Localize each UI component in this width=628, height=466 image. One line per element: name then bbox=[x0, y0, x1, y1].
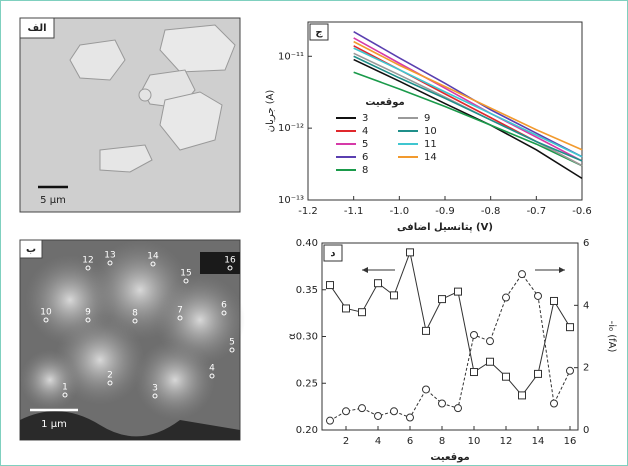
marker bbox=[327, 417, 334, 424]
legend-label: 6 bbox=[362, 152, 368, 163]
legend-label: 4 bbox=[362, 126, 368, 137]
panel-label: د bbox=[330, 248, 335, 259]
marker bbox=[343, 305, 350, 312]
marker bbox=[535, 292, 542, 299]
point-label: 1 bbox=[62, 383, 68, 393]
figure: الف 5 µm ب 1 µm 123456789101213141516 -1… bbox=[0, 0, 628, 466]
x-tick-label: 2 bbox=[343, 436, 349, 447]
y2-tick-label: 4 bbox=[583, 300, 589, 311]
point-label: 7 bbox=[177, 306, 183, 316]
x-tick-label: 16 bbox=[564, 436, 577, 447]
point-label: 15 bbox=[180, 269, 191, 279]
legend-label: 14 bbox=[424, 152, 437, 163]
x-tick-label: -0.7 bbox=[527, 206, 547, 217]
y-axis-label: جریان (A) bbox=[265, 90, 276, 133]
marker bbox=[375, 412, 382, 419]
point-label: 6 bbox=[221, 301, 227, 311]
point-label: 2 bbox=[107, 371, 113, 381]
x-tick-label: 8 bbox=[439, 436, 445, 447]
y2-tick-label: 0 bbox=[583, 425, 589, 436]
scale-label: 5 µm bbox=[40, 195, 66, 206]
marker bbox=[439, 296, 446, 303]
y-tick-label: 0.40 bbox=[296, 238, 318, 249]
legend-label: 11 bbox=[424, 139, 437, 150]
x-tick-label: 6 bbox=[407, 436, 413, 447]
marker bbox=[519, 271, 526, 278]
marker bbox=[375, 280, 382, 287]
y2-axis-label: -i₀ (fA) bbox=[606, 321, 617, 353]
y2-tick-label: 6 bbox=[583, 238, 589, 249]
marker bbox=[567, 324, 574, 331]
legend-label: 10 bbox=[424, 126, 437, 137]
marker bbox=[551, 297, 558, 304]
marker bbox=[535, 370, 542, 377]
y-tick-label: 0.25 bbox=[296, 378, 318, 389]
legend-title: موقعیت bbox=[365, 97, 404, 108]
y-tick-label: 0.30 bbox=[296, 332, 318, 343]
x-tick-label: -1.0 bbox=[390, 206, 410, 217]
marker bbox=[327, 282, 334, 289]
y-tick-label: 0.20 bbox=[296, 425, 318, 436]
point-label: 13 bbox=[104, 251, 115, 261]
legend-label: 9 bbox=[424, 113, 430, 124]
x-tick-label: -1.1 bbox=[344, 206, 364, 217]
panel-label: الف bbox=[27, 23, 46, 34]
y-tick-label: 10⁻¹³ bbox=[278, 195, 304, 206]
marker bbox=[423, 386, 430, 393]
x-axis-label: پتانسیل اضافی (V) bbox=[397, 222, 493, 233]
y2-tick-label: 2 bbox=[583, 363, 589, 374]
marker bbox=[359, 309, 366, 316]
marker bbox=[423, 327, 430, 334]
marker bbox=[487, 358, 494, 365]
marker bbox=[567, 367, 574, 374]
legend-label: 8 bbox=[362, 165, 368, 176]
scale-label: 1 µm bbox=[41, 419, 67, 430]
point-label: 4 bbox=[209, 364, 215, 374]
point-label: 3 bbox=[152, 384, 158, 394]
marker bbox=[471, 331, 478, 338]
marker bbox=[343, 408, 350, 415]
x-axis-label: موقعیت bbox=[430, 452, 469, 463]
micrograph-top: الف 5 µm bbox=[20, 18, 240, 212]
x-tick-label: 4 bbox=[375, 436, 381, 447]
marker bbox=[487, 338, 494, 345]
marker bbox=[455, 288, 462, 295]
x-tick-label: 10 bbox=[468, 436, 481, 447]
y-axis-label: α bbox=[287, 333, 298, 340]
x-tick-label: 14 bbox=[532, 436, 545, 447]
marker bbox=[439, 400, 446, 407]
marker bbox=[519, 392, 526, 399]
x-tick-label: -1.2 bbox=[298, 206, 318, 217]
marker bbox=[503, 294, 510, 301]
marker bbox=[407, 249, 414, 256]
marker bbox=[391, 292, 398, 299]
legend-label: 5 bbox=[362, 139, 368, 150]
marker bbox=[551, 400, 558, 407]
y-tick-label: 0.35 bbox=[296, 285, 318, 296]
point-label: 12 bbox=[82, 256, 93, 266]
marker bbox=[407, 414, 414, 421]
marker bbox=[471, 369, 478, 376]
point-label: 5 bbox=[229, 338, 235, 348]
panel-label: ب bbox=[26, 244, 36, 255]
point-label: 14 bbox=[147, 252, 159, 262]
marker bbox=[455, 405, 462, 412]
marker bbox=[503, 373, 510, 380]
y-tick-label: 10⁻¹² bbox=[278, 123, 304, 134]
panel-label: ج bbox=[315, 27, 323, 38]
point-label: 9 bbox=[85, 308, 91, 318]
marker bbox=[391, 408, 398, 415]
legend-label: 3 bbox=[362, 113, 368, 124]
y-tick-label: 10⁻¹¹ bbox=[278, 51, 304, 62]
point-label: 8 bbox=[132, 309, 138, 319]
x-tick-label: -0.6 bbox=[572, 206, 592, 217]
x-tick-label: -0.8 bbox=[481, 206, 501, 217]
marker bbox=[359, 405, 366, 412]
x-tick-label: -0.9 bbox=[435, 206, 455, 217]
point-label: 10 bbox=[40, 308, 52, 318]
point-label: 16 bbox=[224, 256, 236, 266]
x-tick-label: 12 bbox=[500, 436, 513, 447]
